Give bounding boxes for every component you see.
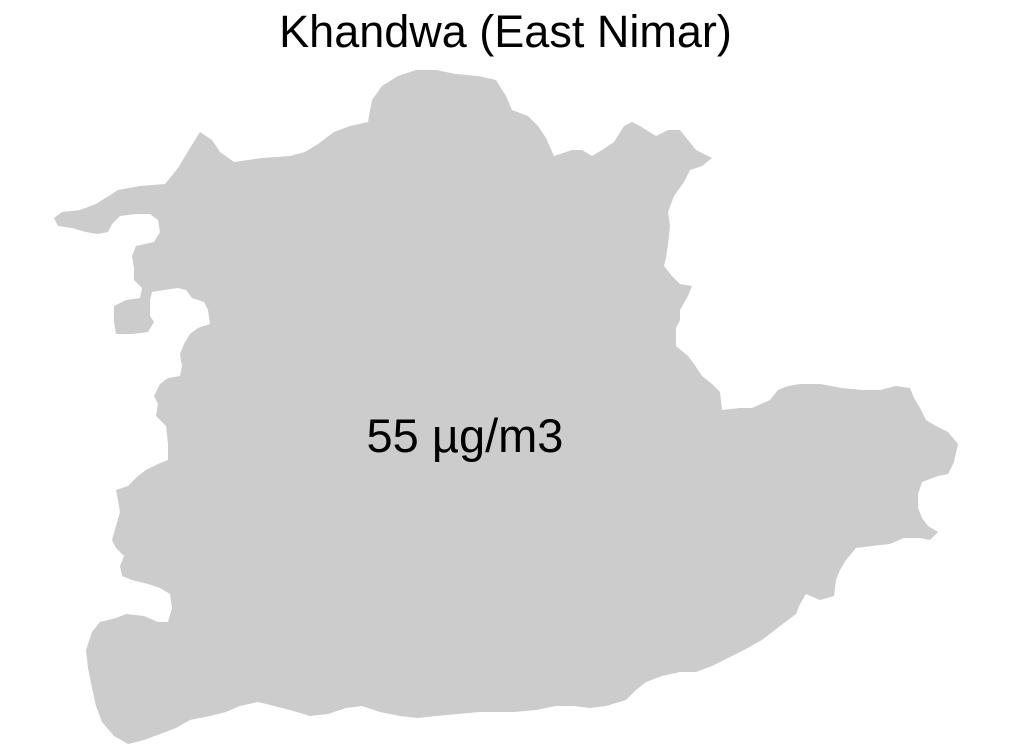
map-title: Khandwa (East Nimar) bbox=[279, 6, 732, 57]
district-value-label: 55 µg/m3 bbox=[367, 409, 564, 462]
district-boundary bbox=[54, 70, 958, 744]
